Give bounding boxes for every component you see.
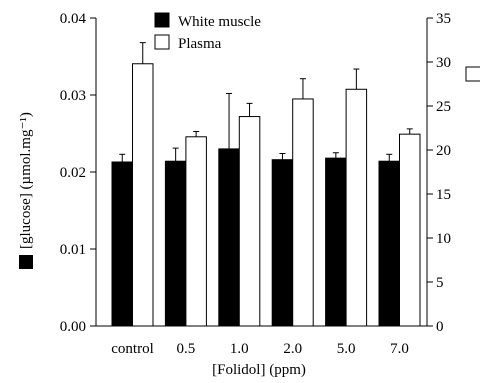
y-tick-label-right-5: 25 bbox=[436, 99, 451, 115]
x-tick-label-5: 7.0 bbox=[390, 341, 409, 357]
legend: White muscle Plasma bbox=[154, 12, 261, 52]
bar-plasma-2 bbox=[238, 116, 261, 327]
bar-plasma-5 bbox=[399, 133, 421, 327]
y-tick-label-right-7: 35 bbox=[436, 11, 451, 27]
bar-white-muscle-2 bbox=[218, 148, 240, 327]
axes-layer: control 0.5 1.0 2.0 5.0 7.0 0.00 0.01 0.02 0.03 0.… bbox=[60, 11, 451, 357]
bar-white-muscle-0 bbox=[111, 161, 133, 327]
bar-plasma-1 bbox=[185, 136, 207, 327]
bar-plasma-4 bbox=[345, 88, 368, 327]
legend-label-white-muscle: White muscle bbox=[178, 14, 261, 30]
legend-swatch-plasma bbox=[154, 34, 170, 50]
x-tick-label-0: control bbox=[111, 341, 154, 357]
x-tick-label-1: 0.5 bbox=[177, 341, 196, 357]
x-axis-label: [Folidol] (ppm) bbox=[212, 362, 306, 378]
right-axis-label-swatch bbox=[465, 66, 480, 82]
bar-white-muscle-5 bbox=[378, 160, 400, 327]
y-axis-label-left: [glucose] (µmol.mg⁻¹) bbox=[18, 112, 34, 269]
y-tick-label-right-6: 30 bbox=[436, 55, 451, 71]
y-tick-label-right-2: 10 bbox=[436, 231, 451, 247]
y-tick-label-left-3: 0.03 bbox=[60, 88, 86, 104]
y-tick-label-left-2: 0.02 bbox=[60, 165, 86, 181]
bar-white-muscle-1 bbox=[164, 160, 187, 327]
y-tick-label-right-3: 15 bbox=[436, 187, 451, 203]
y-tick-label-left-0: 0.00 bbox=[60, 319, 86, 335]
y-tick-label-left-1: 0.01 bbox=[60, 242, 86, 258]
bar-white-muscle-4 bbox=[325, 157, 347, 327]
bar-plasma-3 bbox=[292, 98, 314, 327]
y-tick-label-right-0: 0 bbox=[436, 319, 444, 335]
legend-swatch-white-muscle bbox=[154, 12, 170, 28]
x-tick-label-4: 5.0 bbox=[337, 341, 356, 357]
legend-label-plasma: Plasma bbox=[178, 36, 222, 52]
x-tick-label-3: 2.0 bbox=[283, 341, 302, 357]
y-axis-label-swatch bbox=[19, 255, 33, 269]
bar-plasma-0 bbox=[132, 63, 154, 327]
y-axis-label-left-text: [glucose] (µmol.mg⁻¹) bbox=[18, 112, 34, 249]
x-tick-label-2: 1.0 bbox=[230, 341, 249, 357]
bar-white-muscle-3 bbox=[271, 159, 294, 327]
y-tick-label-right-4: 20 bbox=[436, 143, 451, 159]
y-tick-label-left-4: 0.04 bbox=[60, 11, 87, 27]
y-tick-label-right-1: 5 bbox=[436, 275, 444, 291]
bars-layer bbox=[111, 42, 421, 327]
